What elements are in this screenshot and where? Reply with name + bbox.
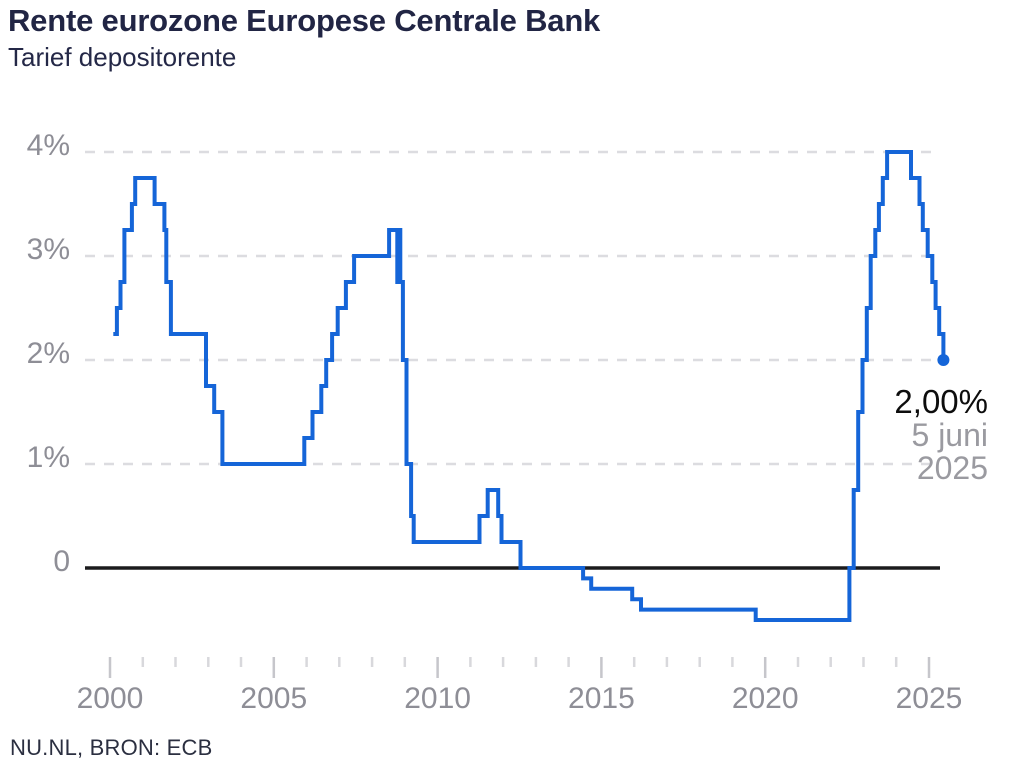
chart-header: Rente eurozone Europese Centrale Bank Ta… (8, 2, 600, 73)
x-tick-label: 2025 (896, 682, 963, 715)
chart-subtitle: Tarief depositorente (8, 41, 237, 72)
end-point-dot (937, 354, 950, 366)
y-tick-label: 2% (27, 337, 70, 370)
rate-step-line (113, 150, 946, 622)
x-tick-label: 2010 (404, 682, 471, 715)
source-credit: NU.NL, BRON: ECB (10, 735, 213, 760)
latest-value-annotation: 2,00% 5 juni 2025 (894, 385, 988, 484)
y-tick-label: 1% (27, 441, 70, 474)
y-tick-label: 3% (27, 233, 70, 266)
x-tick-label: 2020 (732, 682, 799, 715)
latest-rate-date-year: 2025 (916, 449, 988, 486)
latest-rate-date-day: 5 juni (911, 416, 989, 453)
x-tick-label: 2005 (240, 682, 307, 715)
latest-rate-value: 2,00% (894, 383, 988, 420)
x-tick-label: 2000 (77, 682, 144, 715)
y-tick-label: 4% (27, 129, 70, 162)
chart-title: Rente eurozone Europese Centrale Bank (8, 3, 601, 38)
y-tick-label: 0 (53, 545, 70, 578)
x-tick-label: 2015 (568, 682, 635, 715)
